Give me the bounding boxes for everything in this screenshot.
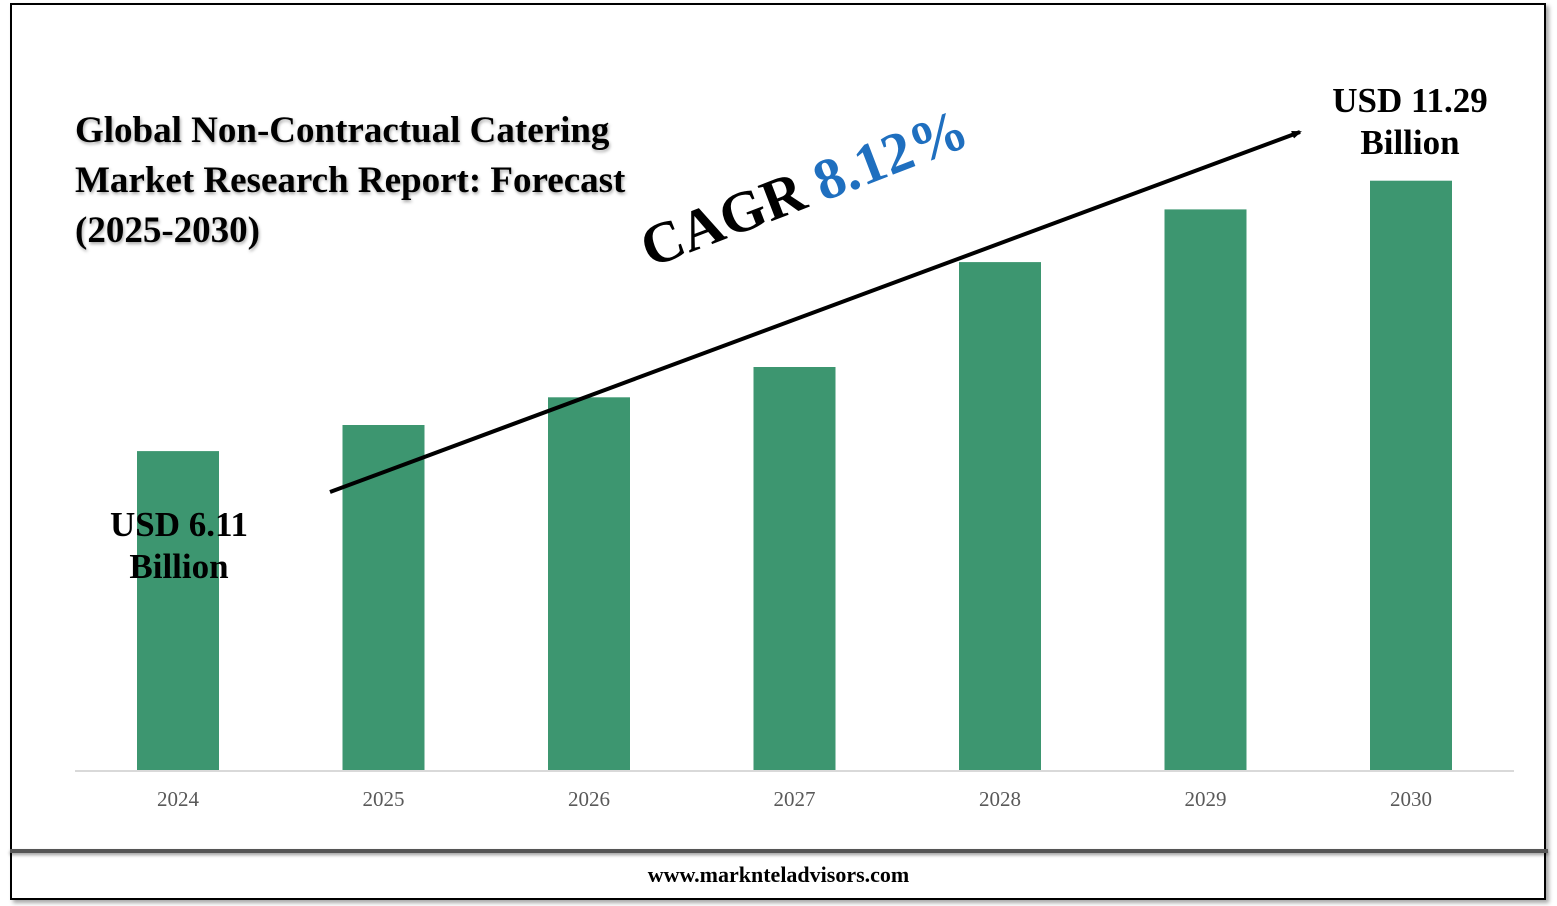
- bar-2024: [137, 451, 219, 770]
- bar-2029: [1164, 209, 1247, 770]
- end-value-line1: USD 11.29: [1332, 81, 1488, 120]
- end-value-line2: Billion: [1360, 123, 1460, 162]
- bar-2026: [548, 397, 630, 770]
- start-value-line2: Billion: [129, 547, 229, 586]
- start-value-label: USD 6.11 Billion: [89, 504, 269, 588]
- footer-divider: [10, 849, 1548, 853]
- bar-2030: [1370, 180, 1452, 770]
- chart-frame: [10, 3, 1546, 900]
- bar-2028: [959, 262, 1041, 770]
- x-tick-2027: 2027: [774, 787, 816, 811]
- x-tick-2030: 2030: [1390, 787, 1432, 811]
- start-value-line1: USD 6.11: [109, 505, 249, 544]
- x-tick-2026: 2026: [568, 787, 610, 811]
- end-value-label: USD 11.29 Billion: [1310, 80, 1510, 164]
- chart-title: Global Non-Contractual Catering Market R…: [75, 110, 626, 251]
- trend-arrow: [329, 130, 1302, 494]
- bar-2025: [342, 425, 425, 770]
- bar-2027: [753, 367, 836, 770]
- x-tick-2028: 2028: [979, 787, 1021, 811]
- website-url[interactable]: www.marknteladvisors.com: [647, 862, 910, 887]
- x-tick-2029: 2029: [1185, 787, 1227, 811]
- x-tick-2024: 2024: [157, 787, 200, 811]
- x-tick-2025: 2025: [363, 787, 405, 811]
